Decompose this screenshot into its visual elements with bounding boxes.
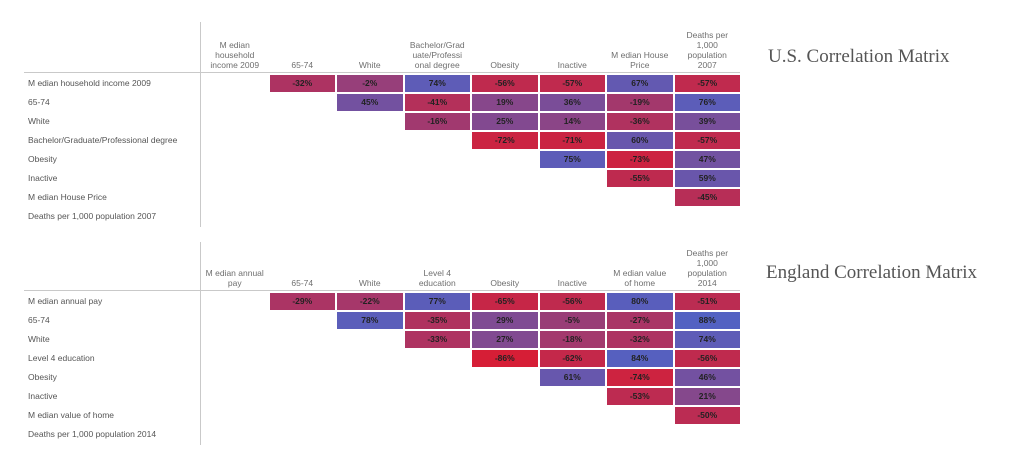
- heatmap-cell: -73%: [606, 150, 674, 169]
- heatmap-cell: 46%: [673, 368, 741, 387]
- heatmap-cell: 88%: [673, 311, 741, 330]
- column-header: Obesity: [490, 60, 520, 70]
- heatmap-cell: 84%: [606, 349, 674, 368]
- heatmap-cell: 25%: [471, 112, 539, 131]
- heatmap-cell: -71%: [538, 131, 606, 150]
- heatmap-cell: 60%: [606, 131, 674, 150]
- column-header: White: [358, 278, 381, 288]
- heatmap-cell: -18%: [538, 330, 606, 349]
- row-label: White: [28, 116, 50, 126]
- heatmap-cell: 27%: [471, 330, 539, 349]
- heatmap-cell: -5%: [538, 311, 606, 330]
- heatmap-cell: 45%: [336, 93, 404, 112]
- column-header: White: [358, 60, 381, 70]
- row-label: 65-74: [28, 97, 50, 107]
- heatmap-cell: 61%: [538, 368, 606, 387]
- us-correlation-matrix: U.S. Correlation Matrix M edian househol…: [0, 0, 1032, 228]
- row-label: Level 4 education: [28, 353, 95, 363]
- heatmap-cell: -86%: [471, 349, 539, 368]
- heatmap-cell: -41%: [403, 93, 471, 112]
- heatmap-cell: 67%: [606, 74, 674, 93]
- heatmap-cell: -53%: [606, 387, 674, 406]
- column-header: Deaths per 1,000 population 2014: [686, 248, 729, 288]
- heatmap-cell: -45%: [673, 188, 741, 207]
- heatmap-cell: 29%: [471, 311, 539, 330]
- heatmap-cell: -56%: [538, 292, 606, 311]
- heatmap-cell: -36%: [606, 112, 674, 131]
- column-header: Level 4 education: [418, 268, 456, 288]
- row-label: Inactive: [28, 391, 58, 401]
- column-header: Inactive: [557, 278, 587, 288]
- heatmap-cell: -16%: [403, 112, 471, 131]
- heatmap-cell: 21%: [673, 387, 741, 406]
- heatmap-cell: 75%: [538, 150, 606, 169]
- heatmap-cell: -22%: [336, 292, 404, 311]
- heatmap-cell: 80%: [606, 292, 674, 311]
- chart-title: U.S. Correlation Matrix: [768, 46, 950, 67]
- heatmap-cell: -35%: [403, 311, 471, 330]
- heatmap-cell: 78%: [336, 311, 404, 330]
- heatmap-cell: -32%: [606, 330, 674, 349]
- heatmap-cell: 19%: [471, 93, 539, 112]
- column-header: Deaths per 1,000 population 2007: [686, 30, 729, 70]
- heatmap-cell: -27%: [606, 311, 674, 330]
- row-label: M edian House Price: [28, 192, 107, 202]
- heatmap-cell: 76%: [673, 93, 741, 112]
- header-divider-horizontal: [24, 290, 740, 291]
- heatmap-cell: -51%: [673, 292, 741, 311]
- row-label: Obesity: [28, 372, 57, 382]
- heatmap-cell: -74%: [606, 368, 674, 387]
- column-header: 65-74: [291, 60, 314, 70]
- column-header: M edian annual pay: [205, 268, 264, 288]
- heatmap-cell: 39%: [673, 112, 741, 131]
- heatmap-cell: -56%: [673, 349, 741, 368]
- chart-title: England Correlation Matrix: [766, 262, 978, 283]
- row-label: Deaths per 1,000 population 2007: [28, 211, 157, 221]
- heatmap-cell: -29%: [268, 292, 336, 311]
- row-label: White: [28, 334, 50, 344]
- column-header: Inactive: [557, 60, 587, 70]
- heatmap-cell: -19%: [606, 93, 674, 112]
- column-header: 65-74: [291, 278, 314, 288]
- row-label: M edian annual pay: [28, 296, 103, 306]
- header-divider-horizontal: [24, 72, 740, 73]
- row-label: Obesity: [28, 154, 57, 164]
- row-label: M edian household income 2009: [28, 78, 151, 88]
- heatmap-cell: 74%: [673, 330, 741, 349]
- header-divider-vertical: [200, 242, 201, 445]
- column-header: M edian value of home: [613, 268, 667, 288]
- heatmap-cell: -65%: [471, 292, 539, 311]
- heatmap-cell: -56%: [471, 74, 539, 93]
- column-header: M edian household income 2009: [210, 40, 260, 70]
- heatmap-cell: -50%: [673, 406, 741, 425]
- row-label: Bachelor/Graduate/Professional degree: [28, 135, 178, 145]
- row-label: Deaths per 1,000 population 2014: [28, 429, 157, 439]
- heatmap-cell: 59%: [673, 169, 741, 188]
- row-label: M edian value of home: [28, 410, 114, 420]
- heatmap-cell: -2%: [336, 74, 404, 93]
- heatmap-cell: -55%: [606, 169, 674, 188]
- heatmap-cell: -57%: [538, 74, 606, 93]
- heatmap-cell: 77%: [403, 292, 471, 311]
- heatmap-cell: 47%: [673, 150, 741, 169]
- heatmap-cell: 14%: [538, 112, 606, 131]
- heatmap-cell: 74%: [403, 74, 471, 93]
- column-header: M edian House Price: [611, 50, 669, 70]
- heatmap-cell: -57%: [673, 74, 741, 93]
- column-header: Obesity: [490, 278, 520, 288]
- header-divider-vertical: [200, 22, 201, 227]
- column-header: Bachelor/Grad uate/Professi onal degree: [409, 40, 465, 70]
- heatmap-cell: -33%: [403, 330, 471, 349]
- heatmap-cell: 36%: [538, 93, 606, 112]
- row-label: 65-74: [28, 315, 50, 325]
- heatmap-cell: -72%: [471, 131, 539, 150]
- heatmap-cell: -57%: [673, 131, 741, 150]
- row-label: Inactive: [28, 173, 58, 183]
- england-correlation-matrix: England Correlation Matrix M edian annua…: [0, 236, 1032, 460]
- heatmap-cell: -32%: [268, 74, 336, 93]
- heatmap-cell: -62%: [538, 349, 606, 368]
